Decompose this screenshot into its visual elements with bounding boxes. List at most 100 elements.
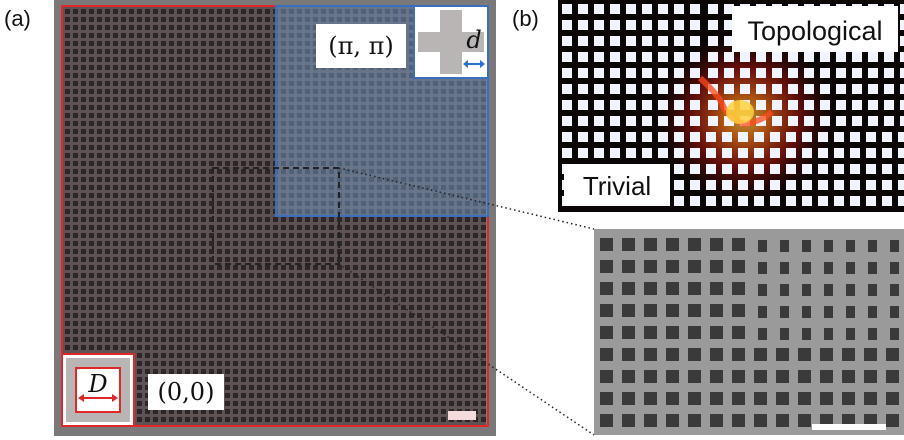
field-square [708, 4, 718, 14]
lattice-hole [129, 281, 134, 286]
lattice-hole [337, 281, 342, 286]
lattice-hole [329, 401, 334, 406]
lattice-hole [297, 329, 302, 334]
lattice-hole [241, 305, 246, 310]
lattice-hole [161, 121, 166, 126]
lattice-hole [225, 137, 230, 142]
lattice-hole [137, 217, 142, 222]
lattice-hole [345, 353, 350, 358]
lattice-hole [145, 185, 150, 190]
lattice-hole [153, 145, 158, 150]
lattice-hole [97, 65, 102, 70]
lattice-hole [177, 193, 182, 198]
field-square [610, 116, 620, 126]
lattice-hole [209, 265, 214, 270]
lattice-hole [89, 65, 94, 70]
lattice-hole [289, 265, 294, 270]
lattice-hole [257, 121, 262, 126]
lattice-hole [73, 161, 78, 166]
lattice-hole [153, 361, 158, 366]
lattice-hole [353, 401, 358, 406]
lattice-hole [113, 265, 118, 270]
lattice-hole [97, 81, 102, 86]
lattice-hole [249, 41, 254, 46]
lattice-hole [369, 409, 374, 414]
lattice-hole [89, 81, 94, 86]
sem-hole [644, 414, 657, 427]
lattice-hole [465, 233, 470, 238]
lattice-hole [401, 217, 406, 222]
lattice-hole [193, 161, 198, 166]
lattice-hole [321, 233, 326, 238]
lattice-hole [129, 129, 134, 134]
lattice-hole [425, 393, 430, 398]
lattice-hole [297, 225, 302, 230]
lattice-hole [73, 329, 78, 334]
lattice-hole [313, 417, 318, 422]
lattice-hole [81, 49, 86, 54]
scale-bar-sem [812, 424, 886, 430]
lattice-hole [265, 401, 270, 406]
lattice-hole [481, 313, 486, 318]
lattice-hole [97, 89, 102, 94]
lattice-hole [449, 225, 454, 230]
lattice-hole [225, 113, 230, 118]
lattice-hole [273, 409, 278, 414]
lattice-hole [281, 377, 286, 382]
lattice-hole [337, 329, 342, 334]
panel-b: (b) Topological Trivial [512, 0, 904, 212]
lattice-hole [201, 281, 206, 286]
lattice-hole [121, 65, 126, 70]
lattice-hole [145, 137, 150, 142]
lattice-hole [145, 17, 150, 22]
lattice-hole [137, 361, 142, 366]
lattice-hole [129, 257, 134, 262]
lattice-hole [161, 137, 166, 142]
lattice-hole [433, 241, 438, 246]
lattice-hole [81, 209, 86, 214]
lattice-hole [265, 361, 270, 366]
lattice-hole [305, 217, 310, 222]
connector-bottom [338, 263, 595, 436]
lattice-hole [457, 241, 462, 246]
field-square [578, 116, 588, 126]
field-square [690, 36, 700, 46]
lattice-hole [217, 65, 222, 70]
lattice-hole [97, 9, 102, 14]
sem-hole [758, 262, 767, 274]
lattice-hole [81, 345, 86, 350]
lattice-hole [153, 241, 158, 246]
lattice-hole [81, 73, 86, 78]
lattice-hole [193, 81, 198, 86]
lattice-hole [353, 305, 358, 310]
lattice-hole [137, 73, 142, 78]
field-square [884, 84, 894, 94]
lattice-hole [89, 9, 94, 14]
lattice-hole [417, 353, 422, 358]
lattice-hole [129, 265, 134, 270]
lattice-hole [113, 329, 118, 334]
field-square [594, 4, 604, 14]
lattice-hole [121, 41, 126, 46]
field-square [724, 4, 734, 14]
lattice-hole [433, 233, 438, 238]
lattice-hole [321, 321, 326, 326]
lattice-hole [185, 9, 190, 14]
lattice-hole [385, 401, 390, 406]
lattice-hole [65, 201, 70, 206]
sem-hole [846, 240, 855, 252]
field-square [626, 100, 636, 110]
lattice-hole [113, 153, 118, 158]
lattice-hole [249, 33, 254, 38]
lattice-hole [457, 321, 462, 326]
lattice-hole [481, 385, 486, 390]
lattice-hole [89, 49, 94, 54]
topological-region-border [275, 5, 489, 217]
lattice-hole [201, 273, 206, 278]
lattice-hole [97, 193, 102, 198]
lattice-hole [433, 297, 438, 302]
field-square [738, 180, 748, 190]
lattice-hole [129, 313, 134, 318]
lattice-hole [177, 65, 182, 70]
lattice-hole [233, 129, 238, 134]
